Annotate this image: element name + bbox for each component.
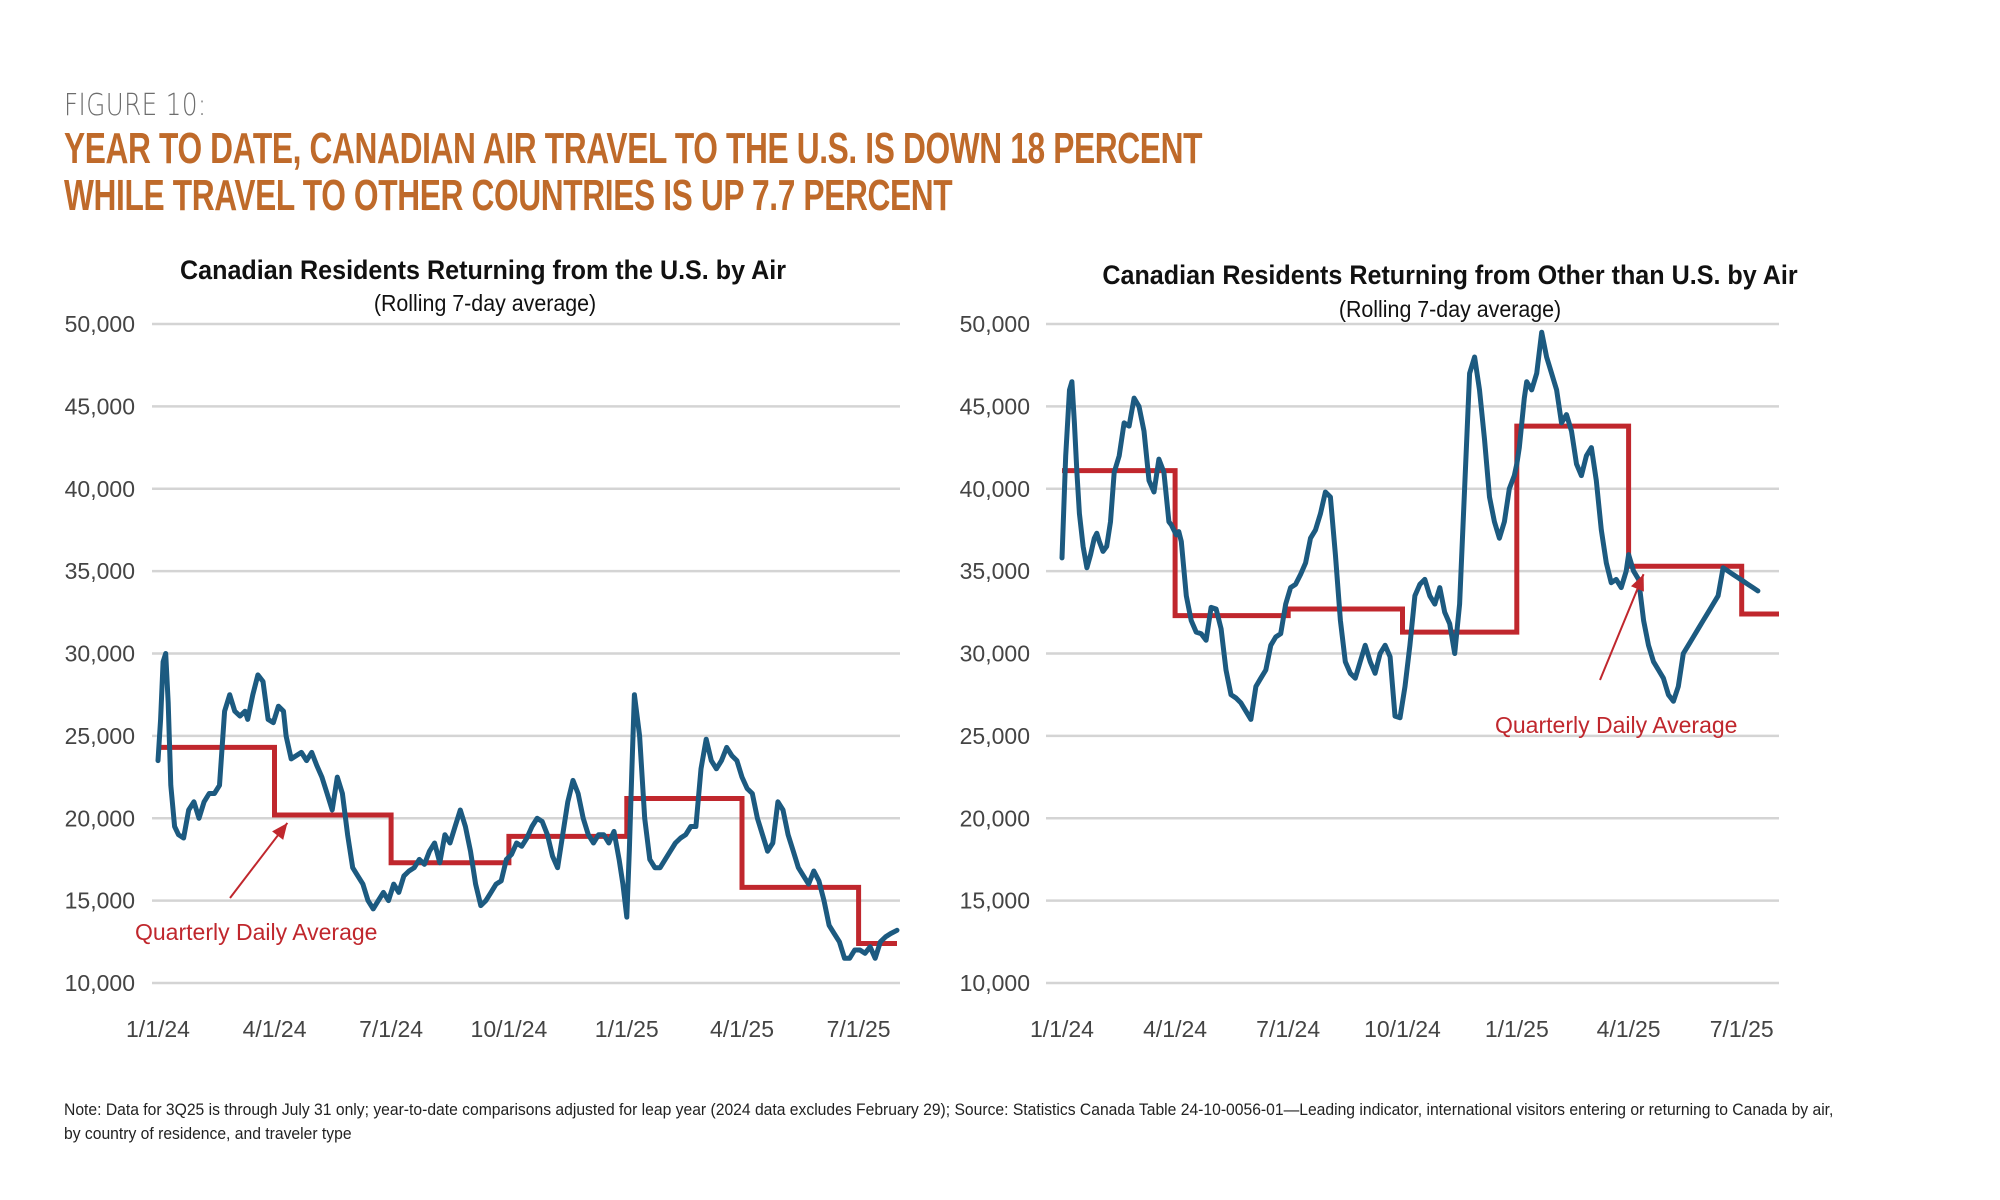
left-gridlines: [152, 322, 900, 985]
y-tick-label: 45,000: [960, 393, 1030, 419]
right-gridlines: [1046, 322, 1779, 985]
figure-label: FIGURE 10:: [64, 88, 207, 123]
y-tick-label: 20,000: [65, 805, 135, 831]
x-tick-label: 4/1/24: [243, 1016, 307, 1042]
y-tick-label: 25,000: [65, 723, 135, 749]
y-tick-label: 35,000: [65, 558, 135, 584]
annotation-label: Quarterly Daily Average: [135, 919, 377, 945]
y-tick-label: 30,000: [960, 641, 1030, 667]
footnote: Note: Data for 3Q25 is through July 31 o…: [64, 1101, 1834, 1143]
x-tick-label: 1/1/24: [1030, 1016, 1094, 1042]
left-y-axis-labels: 10,000 15,000 20,000 25,000 30,000 35,000 40,0…: [65, 311, 135, 996]
x-tick-label: 7/1/25: [827, 1016, 891, 1042]
y-tick-label: 50,000: [65, 311, 135, 337]
annotation-label: Quarterly Daily Average: [1495, 712, 1737, 738]
x-tick-label: 1/1/25: [595, 1016, 659, 1042]
right-y-axis-labels: 10,000 15,000 20,000 25,000 30,000 35,000 40,0…: [960, 311, 1030, 996]
left-x-axis-labels: 1/1/24 4/1/24 7/1/24 10/1/24 1/1/25 4/1/25 7/1…: [126, 1016, 891, 1042]
left-annotation: Quarterly Daily Average: [135, 822, 377, 945]
left-rolling-average-line: [155, 651, 900, 961]
right-quarterly-average-steps: [1062, 423, 1779, 635]
x-tick-label: 1/1/25: [1485, 1016, 1549, 1042]
left-quarterly-average-steps: [158, 744, 897, 946]
headline-line-2: WHILE TRAVEL TO OTHER COUNTRIES IS UP 7.…: [64, 171, 953, 220]
right-annotation: Quarterly Daily Average: [1495, 573, 1737, 738]
y-tick-label: 10,000: [960, 970, 1030, 996]
quarterly-average-step-line: [1062, 423, 1779, 635]
x-tick-label: 1/1/24: [126, 1016, 190, 1042]
y-tick-label: 15,000: [960, 888, 1030, 914]
x-tick-label: 10/1/24: [471, 1016, 548, 1042]
left-chart-title: Canadian Residents Returning from the U.…: [180, 255, 786, 285]
y-tick-label: 25,000: [960, 723, 1030, 749]
x-tick-label: 7/1/24: [359, 1016, 423, 1042]
y-tick-label: 40,000: [960, 476, 1030, 502]
x-tick-label: 7/1/25: [1710, 1016, 1774, 1042]
x-tick-label: 4/1/25: [710, 1016, 774, 1042]
quarterly-average-step-line: [158, 744, 897, 946]
y-tick-label: 40,000: [65, 476, 135, 502]
annotation-arrowhead-icon: [1631, 574, 1644, 592]
annotation-arrowhead-icon: [272, 823, 288, 840]
y-tick-label: 35,000: [960, 558, 1030, 584]
right-x-axis-labels: 1/1/24 4/1/24 7/1/24 10/1/24 1/1/25 4/1/25 7/1…: [1030, 1016, 1774, 1042]
x-tick-label: 10/1/24: [1364, 1016, 1441, 1042]
y-tick-label: 10,000: [65, 970, 135, 996]
y-tick-label: 45,000: [65, 393, 135, 419]
x-tick-label: 4/1/25: [1597, 1016, 1661, 1042]
x-tick-label: 7/1/24: [1256, 1016, 1320, 1042]
figure-headline: YEAR TO DATE, CANADIAN AIR TRAVEL TO THE…: [64, 125, 1202, 219]
right-chart-subtitle: (Rolling 7-day average): [1338, 296, 1562, 322]
x-tick-label: 4/1/24: [1143, 1016, 1207, 1042]
y-tick-label: 15,000: [65, 888, 135, 914]
right-rolling-average-line: [1059, 329, 1761, 722]
headline-line-1: YEAR TO DATE, CANADIAN AIR TRAVEL TO THE…: [64, 124, 1203, 173]
y-tick-label: 30,000: [65, 641, 135, 667]
left-chart-subtitle: (Rolling 7-day average): [373, 290, 597, 316]
y-tick-label: 50,000: [960, 311, 1030, 337]
y-tick-label: 20,000: [960, 805, 1030, 831]
annotation-arrow: [1599, 573, 1645, 681]
right-chart-title: Canadian Residents Returning from Other …: [1102, 260, 1798, 290]
